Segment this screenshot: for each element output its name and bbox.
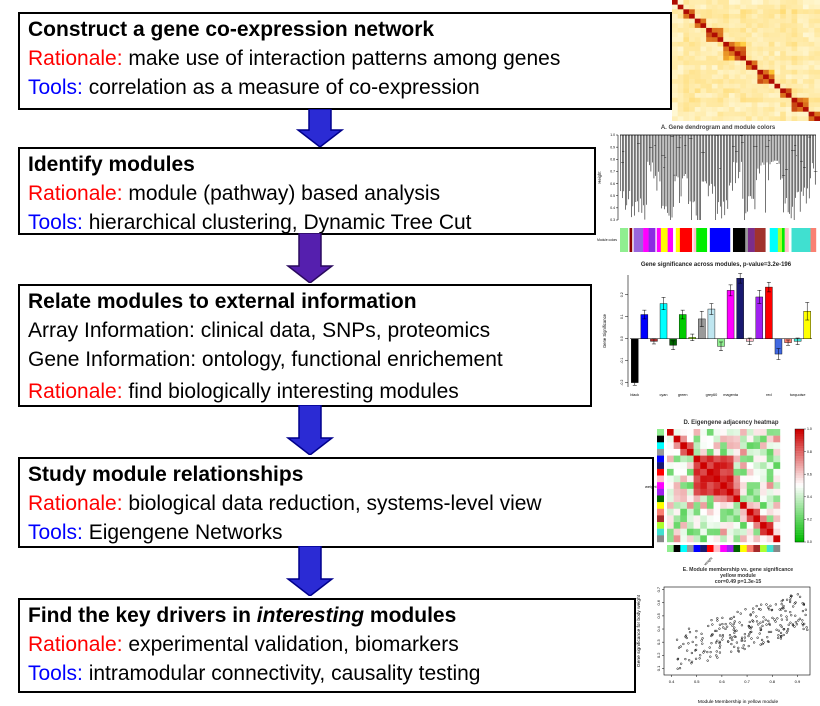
- svg-text:0.6: 0.6: [656, 599, 661, 605]
- svg-text:0.2: 0.2: [807, 518, 812, 522]
- step-box-key-drivers: Find the key drivers in interesting modu…: [18, 598, 636, 693]
- svg-text:0.7: 0.7: [656, 586, 661, 592]
- svg-text:0.4: 0.4: [807, 495, 812, 499]
- svg-text:grey60: grey60: [706, 393, 718, 397]
- down-arrow-icon: [285, 233, 335, 283]
- module-membership-scatter-thumbnail: E. Module membership vs. gene significan…: [630, 563, 820, 706]
- svg-text:red: red: [766, 393, 772, 397]
- svg-text:0.4: 0.4: [669, 679, 675, 684]
- svg-text:0.6: 0.6: [610, 182, 615, 186]
- svg-text:0.3: 0.3: [656, 639, 661, 645]
- svg-text:-0.1: -0.1: [620, 358, 624, 364]
- svg-text:green: green: [678, 393, 688, 397]
- down-arrow-icon: [285, 405, 335, 455]
- svg-text:magenta: magenta: [723, 393, 739, 397]
- eigengene-adjacency-heatmap: D. Eigengene adjacency heatmap weight weig…: [645, 420, 812, 566]
- svg-text:0.1: 0.1: [656, 665, 661, 671]
- svg-text:weight: weight: [645, 484, 657, 489]
- svg-text:0.2: 0.2: [620, 292, 624, 297]
- step-line: Tools: Eigengene Networks: [28, 521, 283, 544]
- svg-text:0.0: 0.0: [620, 336, 624, 341]
- step-line: Tools: correlation as a measure of co-ex…: [28, 76, 480, 99]
- step-box-identify-modules: Identify modules Rationale: module (path…: [18, 147, 596, 235]
- svg-text:0.0: 0.0: [807, 540, 812, 544]
- svg-text:-0.2: -0.2: [620, 380, 624, 386]
- svg-text:0.2: 0.2: [656, 652, 661, 658]
- svg-text:D. Eigengene adjacency heatmap: D. Eigengene adjacency heatmap: [683, 420, 778, 426]
- tom-heatmap-thumbnail: [672, 0, 820, 126]
- step-title: Study module relationships: [28, 463, 304, 486]
- svg-text:cor=0.49 p=1.3e-15: cor=0.49 p=1.3e-15: [715, 579, 762, 585]
- svg-text:0.6: 0.6: [807, 472, 812, 476]
- step-line: Tools: hierarchical clustering, Dynamic …: [28, 211, 472, 234]
- gene-dendrogram-thumbnail: A. Gene dendrogram and module colors 0.3 0…: [594, 121, 820, 263]
- svg-text:0.4: 0.4: [610, 206, 615, 210]
- eigengene-heatmap-thumbnail: D. Eigengene adjacency heatmap weight weig…: [643, 416, 820, 571]
- svg-text:0.9: 0.9: [795, 679, 801, 684]
- svg-text:0.4: 0.4: [656, 625, 661, 631]
- down-arrow-icon: [295, 109, 345, 147]
- svg-text:1.0: 1.0: [610, 133, 615, 137]
- step-box-relate-modules: Relate modules to external information A…: [18, 284, 592, 407]
- step-line: Rationale: module (pathway) based analys…: [28, 182, 441, 205]
- svg-text:Module colors: Module colors: [597, 238, 617, 242]
- step-line: Tools: intramodular connectivity, causal…: [28, 662, 481, 685]
- svg-text:weight: weight: [703, 556, 713, 566]
- svg-text:0.8: 0.8: [610, 157, 615, 161]
- step-title: Find the key drivers in interesting modu…: [28, 604, 457, 627]
- step-title: Construct a gene co-expression network: [28, 18, 435, 41]
- svg-text:1.0: 1.0: [807, 427, 812, 431]
- svg-text:0.7: 0.7: [610, 170, 615, 174]
- svg-text:cyan: cyan: [660, 393, 668, 397]
- svg-text:0.3: 0.3: [610, 218, 615, 222]
- svg-text:turquoise: turquoise: [790, 393, 806, 397]
- svg-text:Gene significance for body wei: Gene significance for body weight: [636, 594, 642, 667]
- svg-text:0.8: 0.8: [769, 679, 775, 684]
- gene-significance-thumbnail: Gene significance across modules, p-valu…: [594, 257, 820, 414]
- step-line: Array Information: clinical data, SNPs, …: [28, 319, 491, 342]
- svg-text:black: black: [630, 393, 639, 397]
- svg-text:0.5: 0.5: [610, 194, 615, 198]
- svg-text:Height: Height: [597, 171, 602, 184]
- module-membership-scatterplot: E. Module membership vs. gene significan…: [636, 567, 811, 705]
- svg-text:Gene Significance: Gene Significance: [602, 313, 607, 348]
- svg-text:A. Gene dendrogram and module: A. Gene dendrogram and module colors: [661, 125, 776, 131]
- gene-significance-barplot: Gene significance across modules, p-valu…: [602, 262, 812, 397]
- step-line: Rationale: biological data reduction, sy…: [28, 492, 542, 515]
- svg-text:Gene significance across modul: Gene significance across modules, p-valu…: [641, 262, 792, 268]
- step-box-module-relationships: Study module relationships Rationale: bi…: [18, 457, 654, 548]
- svg-text:E. Module membership vs. gene: E. Module membership vs. gene significan…: [683, 567, 794, 573]
- svg-text:0.8: 0.8: [807, 450, 812, 454]
- step-box-construct-network: Construct a gene co-expression network R…: [18, 12, 672, 110]
- svg-text:yellow module: yellow module: [720, 573, 756, 579]
- gene-dendrogram-plot: A. Gene dendrogram and module colors 0.3 0…: [597, 125, 818, 252]
- svg-text:0.5: 0.5: [694, 679, 700, 684]
- step-line: Rationale: make use of interaction patte…: [28, 47, 561, 70]
- svg-text:0.6: 0.6: [719, 679, 725, 684]
- svg-text:0.5: 0.5: [656, 612, 661, 618]
- step-line: Rationale: experimental validation, biom…: [28, 633, 459, 656]
- down-arrow-icon: [285, 546, 335, 596]
- svg-text:0.9: 0.9: [610, 145, 615, 149]
- step-title: Identify modules: [28, 153, 195, 176]
- step-title: Relate modules to external information: [28, 290, 417, 313]
- tom-heatmap: [672, 0, 820, 122]
- step-line: Gene Information: ontology, functional e…: [28, 348, 503, 371]
- svg-text:0.7: 0.7: [744, 679, 750, 684]
- svg-text:Module Membership in yellow mo: Module Membership in yellow module: [698, 699, 779, 705]
- svg-text:0.1: 0.1: [620, 314, 624, 319]
- step-line: Rationale: find biologically interesting…: [28, 380, 459, 403]
